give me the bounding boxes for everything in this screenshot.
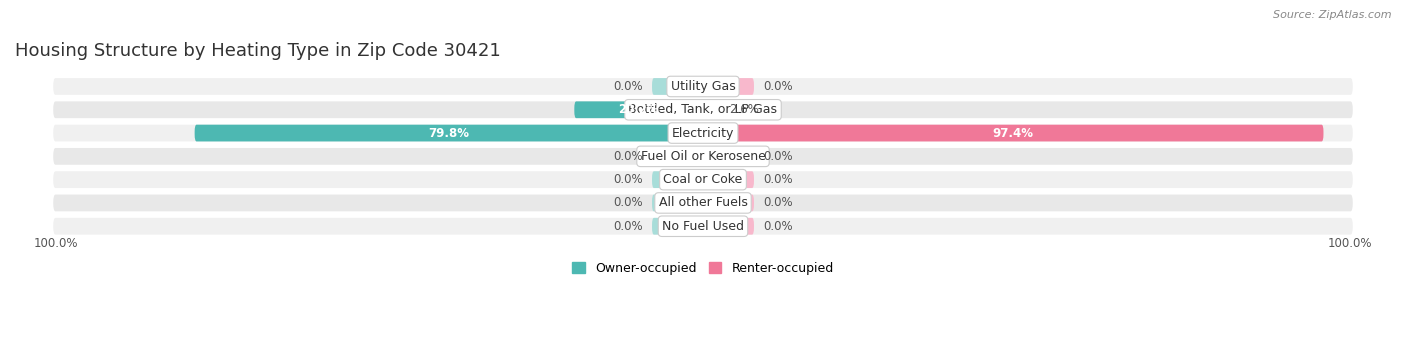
- FancyBboxPatch shape: [652, 78, 703, 95]
- FancyBboxPatch shape: [53, 171, 1353, 188]
- Text: Coal or Coke: Coal or Coke: [664, 173, 742, 186]
- Text: Housing Structure by Heating Type in Zip Code 30421: Housing Structure by Heating Type in Zip…: [15, 42, 501, 60]
- FancyBboxPatch shape: [703, 125, 1323, 142]
- Text: Fuel Oil or Kerosene: Fuel Oil or Kerosene: [641, 150, 765, 163]
- Text: 100.0%: 100.0%: [1327, 237, 1372, 250]
- Text: 0.0%: 0.0%: [763, 80, 793, 93]
- FancyBboxPatch shape: [703, 218, 754, 235]
- Text: 0.0%: 0.0%: [763, 150, 793, 163]
- FancyBboxPatch shape: [703, 101, 720, 118]
- FancyBboxPatch shape: [194, 125, 703, 142]
- FancyBboxPatch shape: [652, 171, 703, 188]
- FancyBboxPatch shape: [652, 148, 703, 165]
- Text: 0.0%: 0.0%: [763, 220, 793, 233]
- Text: Utility Gas: Utility Gas: [671, 80, 735, 93]
- Text: 0.0%: 0.0%: [763, 173, 793, 186]
- Text: 0.0%: 0.0%: [613, 196, 643, 209]
- Text: Bottled, Tank, or LP Gas: Bottled, Tank, or LP Gas: [628, 103, 778, 116]
- FancyBboxPatch shape: [574, 101, 703, 118]
- Legend: Owner-occupied, Renter-occupied: Owner-occupied, Renter-occupied: [568, 257, 838, 280]
- Text: Source: ZipAtlas.com: Source: ZipAtlas.com: [1274, 10, 1392, 20]
- FancyBboxPatch shape: [53, 218, 1353, 235]
- FancyBboxPatch shape: [703, 195, 754, 211]
- Text: All other Fuels: All other Fuels: [658, 196, 748, 209]
- FancyBboxPatch shape: [703, 171, 754, 188]
- FancyBboxPatch shape: [53, 195, 1353, 211]
- Text: 20.2%: 20.2%: [619, 103, 659, 116]
- Text: 0.0%: 0.0%: [763, 196, 793, 209]
- Text: 0.0%: 0.0%: [613, 173, 643, 186]
- FancyBboxPatch shape: [53, 125, 1353, 142]
- FancyBboxPatch shape: [53, 101, 1353, 118]
- Text: Electricity: Electricity: [672, 127, 734, 139]
- Text: 100.0%: 100.0%: [34, 237, 79, 250]
- FancyBboxPatch shape: [53, 148, 1353, 165]
- Text: No Fuel Used: No Fuel Used: [662, 220, 744, 233]
- Text: 0.0%: 0.0%: [613, 220, 643, 233]
- Text: 0.0%: 0.0%: [613, 80, 643, 93]
- FancyBboxPatch shape: [652, 218, 703, 235]
- Text: 79.8%: 79.8%: [429, 127, 470, 139]
- Text: 97.4%: 97.4%: [993, 127, 1033, 139]
- Text: 0.0%: 0.0%: [613, 150, 643, 163]
- FancyBboxPatch shape: [652, 195, 703, 211]
- FancyBboxPatch shape: [703, 78, 754, 95]
- FancyBboxPatch shape: [703, 148, 754, 165]
- Text: 2.6%: 2.6%: [730, 103, 759, 116]
- FancyBboxPatch shape: [53, 78, 1353, 95]
